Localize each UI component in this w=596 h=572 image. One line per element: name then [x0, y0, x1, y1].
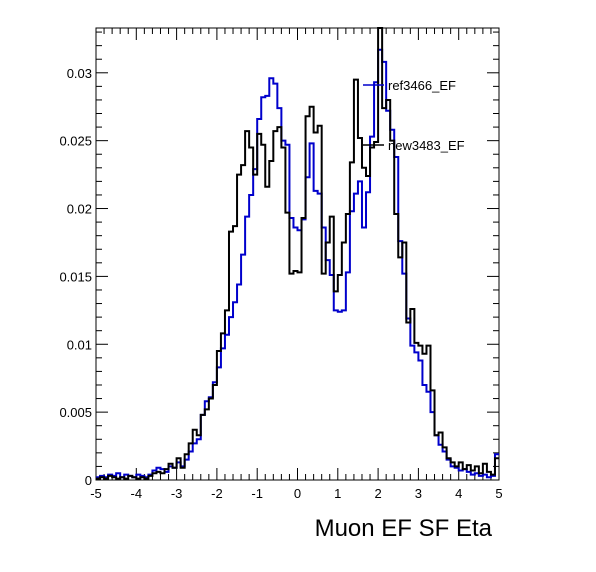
x-tick-label: -1	[251, 486, 263, 501]
series-line-ref	[96, 48, 499, 479]
y-tick-label: 0.005	[59, 405, 92, 420]
x-tick-label: -3	[171, 486, 183, 501]
x-tick-label: 5	[495, 486, 502, 501]
x-axis-title: Muon EF SF Eta	[315, 515, 493, 542]
x-tick-label: 0	[294, 486, 301, 501]
x-tick-label: -2	[211, 486, 223, 501]
x-tick-label: -4	[131, 486, 143, 501]
y-tick-label: 0.015	[59, 269, 92, 284]
x-tick-label: -5	[90, 486, 102, 501]
series-layer	[96, 27, 499, 480]
series-line-new	[96, 27, 499, 480]
legend-label-ref: ref3466_EF	[388, 78, 456, 93]
x-tick-label: 4	[455, 486, 462, 501]
x-tick-label: 2	[374, 486, 381, 501]
y-tick-label: 0.025	[59, 134, 92, 149]
x-tick-label: 3	[415, 486, 422, 501]
legend: ref3466_EF new3483_EF	[363, 78, 465, 153]
y-axis-ticks: 0 0.005 0.01 0.015 0.02 0.025 0.03	[59, 31, 499, 488]
y-tick-label: 0.03	[67, 66, 92, 81]
x-tick-label: 1	[334, 486, 341, 501]
y-tick-label: 0.01	[67, 337, 92, 352]
y-tick-label: 0	[85, 473, 92, 488]
x-axis-ticks: -5 -4 -3 -2 -1 0 1 2 3 4 5	[90, 28, 503, 501]
legend-label-new: new3483_EF	[388, 138, 465, 153]
y-tick-label: 0.02	[67, 202, 92, 217]
plot-frame	[95, 27, 500, 481]
